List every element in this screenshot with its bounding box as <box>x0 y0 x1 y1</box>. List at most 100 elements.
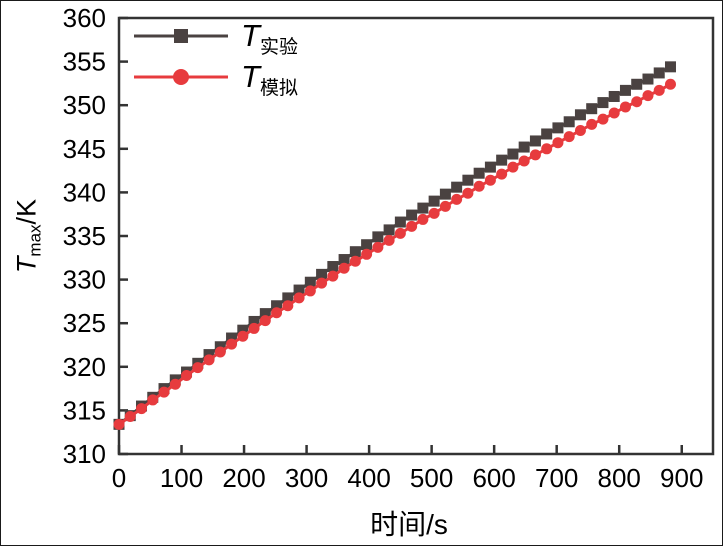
y-tick-label: 320 <box>63 352 106 382</box>
simulated-marker <box>394 227 406 239</box>
experimental-marker <box>664 61 676 73</box>
simulated-marker <box>597 113 609 125</box>
simulated-marker <box>271 307 283 319</box>
simulated-marker <box>518 155 530 167</box>
experimental-marker <box>226 332 238 344</box>
simulated-marker <box>192 362 204 374</box>
experimental-marker <box>439 188 451 200</box>
x-tick-label: 600 <box>472 463 515 493</box>
simulated-marker <box>473 180 485 192</box>
legend-label-simulated: T模拟 <box>241 59 298 98</box>
simulated-marker <box>586 118 598 130</box>
experimental-marker <box>417 202 429 214</box>
x-tick-label: 700 <box>535 463 578 493</box>
experimental-marker <box>293 284 305 296</box>
experimental-marker <box>473 167 485 179</box>
legend-label-experimental: T实验 <box>241 18 298 57</box>
x-tick-label: 500 <box>410 463 453 493</box>
simulated-marker <box>237 330 249 342</box>
x-tick-label: 900 <box>660 463 703 493</box>
experimental-marker <box>597 97 609 109</box>
simulated-marker <box>372 241 384 253</box>
y-axis-title-symbol: T <box>11 256 42 274</box>
simulated-marker <box>507 161 519 173</box>
simulated-marker <box>124 411 136 423</box>
square-marker-swatch <box>134 28 228 43</box>
experimental-marker <box>541 128 553 140</box>
experimental-marker <box>507 148 519 160</box>
simulated-marker <box>406 220 418 232</box>
legend-label-prefix: T <box>241 18 260 53</box>
simulated-marker <box>383 234 395 246</box>
experimental-marker <box>428 195 440 207</box>
experimental-marker <box>383 224 395 236</box>
simulated-marker <box>248 322 260 334</box>
simulated-marker <box>136 403 148 415</box>
experimental-marker <box>518 141 530 153</box>
simulated-marker <box>642 90 654 102</box>
x-tick-label: 0 <box>112 463 126 493</box>
x-tick-label: 800 <box>598 463 641 493</box>
experimental-marker <box>563 116 575 128</box>
simulated-marker <box>541 143 553 155</box>
x-tick-label: 200 <box>222 463 265 493</box>
simulated-marker <box>158 386 170 398</box>
simulated-marker <box>462 187 474 199</box>
x-tick-label: 400 <box>347 463 390 493</box>
simulated-marker <box>282 300 294 312</box>
simulated-marker <box>349 255 361 267</box>
experimental-marker <box>349 246 361 258</box>
y-axis-title-subscript: max <box>25 224 45 257</box>
experimental-marker <box>484 161 496 173</box>
x-tick-label: 300 <box>285 463 328 493</box>
experimental-marker <box>338 254 350 266</box>
experimental-marker <box>619 84 631 96</box>
simulated-marker <box>327 270 339 282</box>
y-tick-label: 345 <box>63 134 106 164</box>
simulated-marker <box>113 418 125 430</box>
simulated-marker <box>428 207 440 219</box>
x-tick-label: 100 <box>160 463 203 493</box>
y-axis-title: Tmax/K <box>11 199 45 274</box>
experimental-marker <box>271 300 283 312</box>
simulated-marker <box>563 131 575 143</box>
y-tick-label: 330 <box>63 265 106 295</box>
experimental-marker <box>529 135 541 147</box>
legend-label-subscript: 实验 <box>259 37 298 58</box>
simulated-marker <box>203 354 215 366</box>
experimental-marker <box>586 103 598 115</box>
y-tick-label: 355 <box>63 47 106 77</box>
experimental-marker <box>316 268 328 280</box>
simulated-marker <box>631 96 643 108</box>
legend-item-experimental: T实验 <box>133 15 298 57</box>
x-axis-title: 时间/s <box>370 509 448 540</box>
simulated-marker <box>338 262 350 274</box>
y-tick-label: 335 <box>63 221 106 251</box>
legend: T实验 T模拟 <box>133 15 298 98</box>
experimental-marker <box>552 122 564 134</box>
simulated-marker <box>619 101 631 113</box>
experimental-marker <box>574 109 586 121</box>
simulated-marker <box>293 292 305 304</box>
experimental-marker <box>462 174 474 186</box>
simulated-marker <box>316 277 328 289</box>
simulated-marker <box>361 248 373 260</box>
y-tick-label: 350 <box>63 90 106 120</box>
y-tick-label: 315 <box>63 395 106 425</box>
simulated-marker <box>608 107 620 119</box>
legend-label-prefix: T <box>241 59 260 94</box>
simulated-marker <box>439 200 451 212</box>
legend-item-simulated: T模拟 <box>133 56 298 98</box>
experimental-marker <box>451 181 463 193</box>
simulated-marker <box>181 370 193 382</box>
experimental-marker <box>304 276 316 288</box>
experimental-marker <box>248 315 260 327</box>
legend-label-subscript: 模拟 <box>259 78 298 99</box>
circle-marker-swatch <box>134 68 228 85</box>
simulated-marker <box>552 137 564 149</box>
experimental-marker <box>642 73 654 85</box>
simulated-marker <box>147 394 159 406</box>
simulated-marker <box>214 346 226 358</box>
simulated-marker <box>226 338 238 350</box>
experimental-marker <box>653 67 665 79</box>
